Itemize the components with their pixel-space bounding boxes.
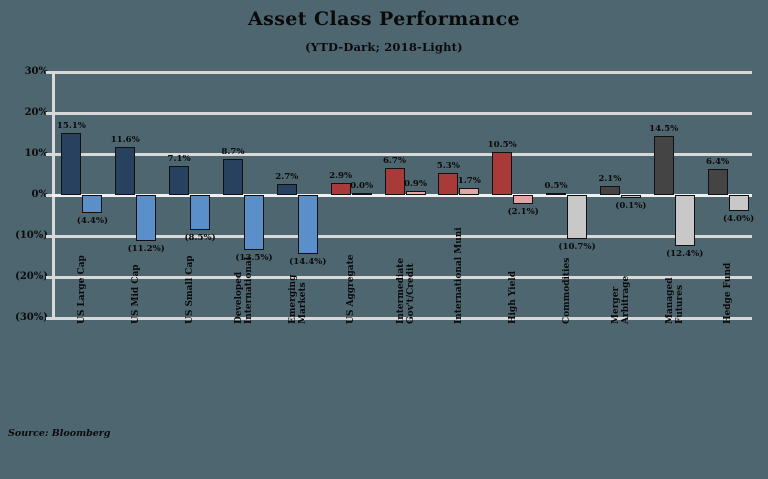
- chart-title: Asset Class Performance: [247, 8, 521, 30]
- bar-value-label: 8.7%: [221, 147, 245, 158]
- bar-value-label: 0.0%: [350, 180, 374, 191]
- bar: [653, 135, 674, 195]
- bar-value-label: 6.4%: [706, 156, 730, 167]
- bar-value-label: (0.1%): [615, 200, 647, 211]
- bar-value-label: (2.1%): [507, 206, 539, 217]
- y-axis-tick-label: (10%): [15, 230, 48, 241]
- bar-value-label: 1.7%: [457, 176, 481, 187]
- y-axis-tick-mark: [46, 111, 52, 115]
- bar: [136, 195, 157, 241]
- category-label: International Muni: [453, 227, 464, 324]
- bar: [276, 183, 297, 195]
- category-label: Emerging Markets: [288, 274, 309, 324]
- gridline: [52, 316, 752, 320]
- source-note: Source: Bloomberg: [8, 428, 111, 439]
- y-axis-tick-mark: [46, 234, 52, 238]
- bar: [405, 191, 426, 195]
- category-label: Hedge Fund: [723, 262, 734, 324]
- bar-value-label: (4.0%): [722, 214, 755, 225]
- bar: [492, 151, 513, 195]
- bar-value-label: (14.4%): [289, 257, 327, 268]
- bar-value-label: (12.4%): [666, 248, 704, 259]
- bar: [546, 192, 567, 195]
- gridline: [52, 152, 752, 156]
- bar: [728, 195, 749, 212]
- y-axis-tick-mark: [46, 275, 52, 279]
- bar: [620, 195, 641, 198]
- zero-line: [52, 193, 752, 197]
- bar-value-label: 2.9%: [329, 171, 353, 182]
- category-label: Merger Arbitrage: [611, 275, 632, 324]
- bar: [297, 195, 318, 255]
- category-label: US Large Cap: [76, 255, 87, 324]
- bar-value-label: 11.6%: [110, 135, 140, 146]
- category-label: Commodities: [561, 257, 572, 324]
- bar: [82, 195, 103, 214]
- gridline: [52, 111, 752, 115]
- category-label: US Aggregate: [346, 254, 357, 324]
- bar: [61, 133, 82, 195]
- y-axis-tick-label: (30%): [15, 312, 48, 323]
- bar: [459, 188, 480, 195]
- y-axis-tick-label: 30%: [24, 66, 48, 77]
- bar-value-label: 14.5%: [649, 123, 679, 134]
- bar: [567, 195, 588, 239]
- bar-value-label: 2.1%: [598, 174, 622, 185]
- category-label: Developed International: [234, 256, 255, 324]
- bar: [384, 167, 405, 195]
- y-axis-tick-mark: [46, 152, 52, 156]
- chart-subtitle: (YTD-Dark; 2018-Light): [305, 40, 463, 54]
- y-axis-tick-mark: [46, 316, 52, 320]
- bar: [222, 159, 243, 195]
- bar: [513, 195, 534, 204]
- bar: [674, 195, 695, 246]
- bar: [243, 195, 264, 251]
- bar-value-label: 6.7%: [382, 155, 407, 166]
- category-label: Managed Futures: [665, 277, 686, 324]
- category-label: US Small Cap: [184, 255, 195, 324]
- bar-value-label: (8.5%): [184, 232, 216, 243]
- bar-value-label: (13.5%): [235, 253, 273, 264]
- bar: [351, 192, 372, 195]
- bar-value-label: 0.9%: [403, 179, 428, 190]
- bar-value-label: 10.5%: [487, 139, 517, 150]
- bar: [707, 168, 728, 195]
- bar: [330, 183, 351, 195]
- y-axis-tick-label: 0%: [31, 189, 48, 200]
- y-axis-tick-label: 10%: [24, 148, 48, 159]
- category-label: Intermediate Gov't/Credit: [396, 257, 416, 324]
- bar-value-label: (11.2%): [127, 243, 165, 254]
- y-axis-tick-mark: [46, 193, 52, 197]
- category-label: High Yield: [507, 270, 518, 324]
- bar-value-label: 7.1%: [167, 153, 191, 164]
- bar: [599, 186, 620, 195]
- bar-value-label: 5.3%: [436, 161, 460, 172]
- category-label: US Mid Cap: [130, 264, 141, 324]
- y-axis-tick-label: 20%: [24, 107, 48, 118]
- bar-value-label: 15.1%: [56, 121, 86, 132]
- y-axis-tick-mark: [46, 70, 52, 74]
- gridline: [52, 70, 752, 74]
- bar-value-label: (10.7%): [558, 241, 596, 252]
- plot-area: 15.1% (4.4%) 11.6% (11.2%) 7.1% (8.5%) 8.7% (13…: [46, 70, 754, 320]
- bar: [115, 147, 136, 195]
- bar-value-label: (4.4%): [76, 216, 109, 227]
- bar-value-label: 0.5%: [544, 180, 568, 191]
- gridline: [52, 234, 752, 238]
- gridline: [52, 275, 752, 279]
- bar: [190, 195, 211, 230]
- bar-value-label: 2.7%: [275, 171, 299, 182]
- bar: [438, 173, 459, 195]
- y-axis-tick-label: (20%): [15, 271, 48, 282]
- bar: [169, 165, 190, 195]
